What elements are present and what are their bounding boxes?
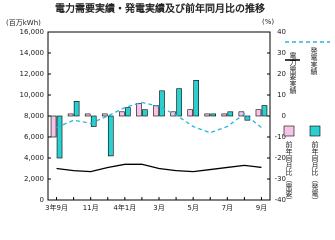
bar [56, 115, 63, 159]
line [56, 163, 262, 173]
y2-tick-label: 30 [277, 49, 286, 57]
bar [221, 113, 228, 117]
x-tick-label: 7月 [222, 204, 233, 212]
bar [84, 113, 91, 117]
plot-frame [47, 31, 271, 201]
bar [101, 113, 108, 117]
y2-tick-label: -30 [275, 175, 286, 183]
bar [255, 109, 262, 117]
bar [193, 80, 199, 117]
bar [73, 101, 80, 117]
bar [142, 109, 148, 117]
x-tick-label: 3年9月 [45, 203, 68, 212]
y-tick-label: 8,000 [24, 112, 44, 120]
y-axis-label: (百万kWh) [6, 19, 41, 27]
bar [187, 109, 193, 117]
legend-label: 発電実績 [310, 46, 318, 76]
y-tick-label: 2,000 [24, 175, 44, 183]
y2-tick-label: 10 [277, 91, 286, 99]
bar [159, 90, 165, 117]
y2-axis-label: (%) [262, 18, 274, 26]
bar [67, 113, 74, 117]
y-tick-label: 4,000 [24, 154, 44, 162]
chart-title: 電力需要実績・発電実績及び前年同月比の推移 [55, 2, 265, 15]
y2-tick-label: -40 [275, 196, 286, 204]
y-tick-label: 0 [40, 196, 44, 204]
bar [170, 111, 176, 117]
y-tick-label: 6,000 [24, 133, 44, 141]
x-tick-label: 5月 [187, 204, 198, 212]
bar [136, 103, 142, 117]
x-tick-label: 3月 [153, 204, 164, 212]
y2-tick-label: 0 [282, 112, 286, 120]
x-tick-label: 4年1月 [113, 203, 136, 212]
legend-label: 前年同月比（発電） [311, 140, 319, 204]
legend-label: 前年同月比（需要） [285, 140, 293, 204]
bar [119, 111, 125, 117]
bar [50, 115, 57, 138]
y2-tick-label: -10 [275, 133, 286, 141]
x-tick-label: 11月 [83, 204, 99, 212]
y-tick-label: 14,000 [20, 49, 45, 57]
bar [176, 88, 182, 117]
y2-tick-label: -20 [275, 154, 286, 162]
y-tick-label: 10,000 [20, 91, 45, 99]
legend-swatch [309, 125, 321, 137]
legend-swatch [283, 125, 295, 137]
bar [153, 105, 159, 117]
legend-label: 電力需要実績 [289, 52, 297, 95]
bar [210, 113, 217, 117]
bar [204, 113, 211, 117]
y2-tick-label: 40 [277, 28, 286, 36]
bar [125, 107, 131, 117]
x-tick-label: 9月 [256, 204, 267, 212]
bar [261, 105, 268, 117]
bar [107, 115, 114, 157]
y2-tick-label: 20 [277, 70, 286, 78]
bar [227, 111, 234, 117]
line [56, 101, 262, 134]
bar [90, 115, 97, 127]
y-tick-label: 12,000 [20, 70, 45, 78]
y-tick-label: 16,000 [20, 28, 45, 36]
